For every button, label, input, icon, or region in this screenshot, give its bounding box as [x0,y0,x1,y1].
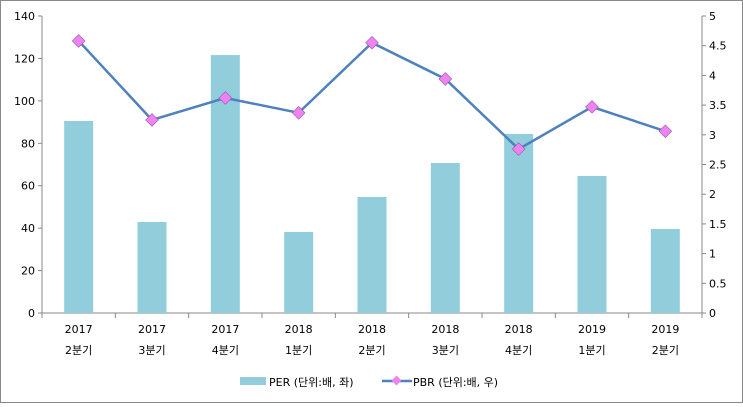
pbr-marker [585,100,599,114]
left-tick-label: 120 [14,52,35,65]
x-tick-label-quarter: 4분기 [212,344,239,357]
x-tick-label-year: 2019 [578,323,606,336]
pbr-marker [658,124,673,139]
legend-per-label: PER (단위:배, 좌) [269,376,354,389]
pbr-marker [145,113,159,127]
pbr-marker [291,106,306,120]
left-tick-label: 20 [21,265,35,278]
pbr-marker [365,35,379,50]
left-tick-label: 0 [28,307,35,320]
x-tick-label-quarter: 3분기 [432,344,459,357]
right-tick-label: 2 [709,188,716,201]
left-tick-label: 60 [21,180,35,193]
x-tick-label-quarter: 3분기 [138,344,165,357]
per-bar [504,133,534,313]
x-tick-label-quarter: 2분기 [358,344,385,357]
left-tick-label: 100 [14,95,35,108]
per-bar [430,163,460,313]
x-tick-label-year: 2017 [138,323,166,336]
x-tick-label-year: 2018 [358,323,386,336]
right-tick-label: 0 [709,307,716,320]
pbr-marker [511,142,526,156]
right-tick-label: 0.5 [709,277,727,290]
pbr-marker [218,91,233,105]
legend-per-swatch [240,377,266,385]
legend-pbr-label: PBR (단위:배, 우) [413,376,498,389]
x-tick-label-quarter: 1분기 [578,344,605,357]
pbr-marker [71,34,86,48]
right-tick-label: 2.5 [709,159,727,172]
right-tick-label: 1 [709,248,716,261]
x-tick-label-year: 2019 [651,323,679,336]
left-tick-label: 40 [21,222,35,235]
x-tick-label-year: 2017 [65,323,93,336]
per-bar [650,228,680,313]
right-tick-label: 3 [709,129,716,142]
x-tick-label-year: 2017 [211,323,239,336]
per-bar [64,121,94,313]
x-tick-label-quarter: 2분기 [65,344,92,357]
per-bar [577,175,607,313]
x-tick-label-year: 2018 [431,323,459,336]
x-tick-label-year: 2018 [285,323,313,336]
x-tick-label-year: 2018 [505,323,533,336]
per-bar [284,231,314,313]
per-bar [357,196,387,313]
pbr-marker [438,72,453,86]
x-tick-label-quarter: 1분기 [285,344,312,357]
per-bar [137,221,167,313]
right-tick-label: 4 [709,69,716,82]
left-tick-label: 140 [14,10,35,23]
right-tick-label: 4.5 [709,40,727,53]
right-tick-label: 3.5 [709,99,727,112]
left-tick-label: 80 [21,137,35,150]
right-tick-label: 1.5 [709,218,727,231]
x-tick-label-quarter: 4분기 [505,344,532,357]
legend-pbr-marker [391,375,402,386]
right-tick-label: 5 [709,10,716,23]
x-tick-label-quarter: 2분기 [652,344,679,357]
